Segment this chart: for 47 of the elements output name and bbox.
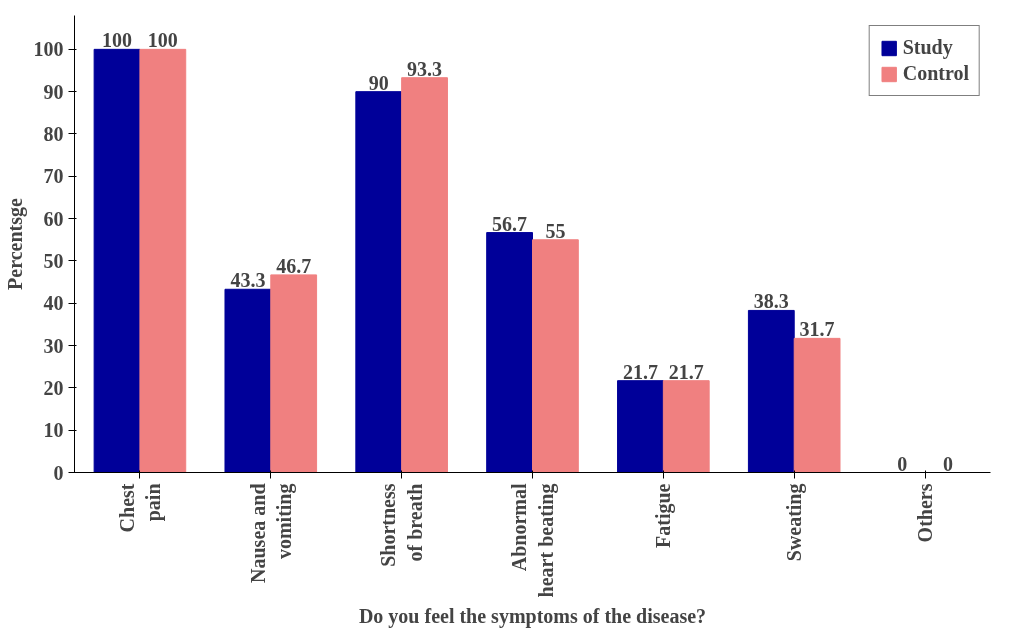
data-label: 90 — [368, 71, 389, 94]
data-label: 0 — [942, 452, 953, 475]
data-label: 55 — [545, 219, 566, 242]
data-label: 43.3 — [230, 269, 266, 292]
y-tick-label: 80 — [43, 122, 64, 145]
data-label: 21.7 — [668, 360, 704, 383]
y-tick-label: 30 — [43, 334, 64, 357]
data-label: 46.7 — [276, 254, 312, 277]
y-tick-label: 60 — [43, 207, 64, 230]
y-tick-label: 40 — [43, 292, 64, 315]
x-tick-label: Chest pain — [115, 483, 166, 533]
data-label: 56.7 — [492, 212, 528, 235]
data-label: 100 — [102, 29, 133, 52]
legend-label: Control — [902, 62, 969, 85]
y-tick-label: 90 — [43, 80, 64, 103]
y-tick-label: 0 — [53, 461, 64, 484]
bar — [139, 48, 187, 473]
bar — [93, 48, 141, 473]
y-tick-label: 10 — [43, 419, 64, 442]
bar — [486, 232, 533, 473]
x-tick-label: Fatigue — [652, 483, 676, 548]
x-tick-label: Sweating — [783, 483, 807, 562]
bar — [224, 288, 272, 473]
bar — [355, 91, 403, 473]
bar — [617, 380, 664, 473]
y-tick-label: 20 — [43, 376, 64, 399]
bar — [747, 309, 795, 473]
y-tick-label: 100 — [33, 38, 64, 61]
y-axis-title: Percentsge — [3, 197, 27, 290]
data-label: 0 — [897, 452, 908, 475]
bar — [401, 77, 448, 473]
bar — [270, 274, 318, 473]
bar — [532, 239, 579, 473]
data-label: 38.3 — [753, 290, 789, 313]
bar — [793, 337, 841, 473]
x-axis-title: Do you feel the symptoms of the disease? — [358, 605, 707, 629]
legend-label: Study — [902, 36, 953, 59]
x-tick-label: Others — [914, 483, 937, 543]
data-label: 100 — [147, 29, 178, 52]
x-tick-label: Nausea and vomiting — [246, 483, 296, 583]
data-label: 93.3 — [407, 57, 443, 80]
x-tick-label: Shortness of breath — [377, 483, 426, 567]
data-label: 31.7 — [799, 318, 835, 341]
data-label: 21.7 — [622, 360, 658, 383]
y-tick-label: 50 — [43, 249, 64, 272]
y-tick-label: 70 — [43, 165, 64, 188]
bar — [662, 380, 710, 473]
